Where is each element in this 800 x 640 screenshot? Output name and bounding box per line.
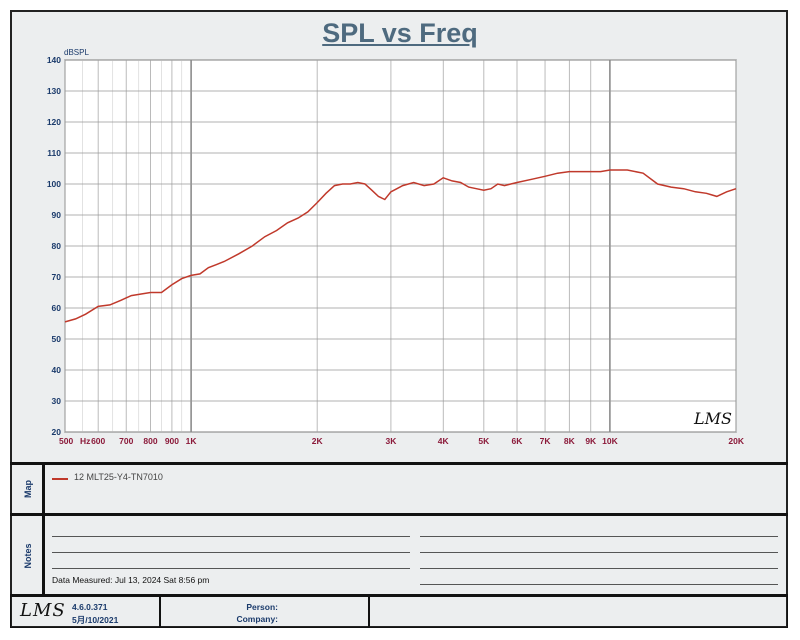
x-tick-labels: 500 600 700 800 900 1K 2K 3K 4K 5K 6K 7K 8K 9K 10K 20K bbox=[59, 436, 745, 446]
x-tick-label: 600 bbox=[91, 436, 105, 446]
x-tick-label: 7K bbox=[540, 436, 552, 446]
chart-title: SPL vs Freq bbox=[322, 18, 478, 48]
spl-chart: 20 30 40 50 60 70 80 90 100 110 120 130 140 500 600 70… bbox=[47, 48, 745, 446]
x-tick-label: 5K bbox=[478, 436, 490, 446]
notes-line bbox=[420, 536, 778, 537]
map-label: Map bbox=[23, 480, 33, 498]
y-tick-labels: 20 30 40 50 60 70 80 90 100 110 120 130 140 bbox=[47, 55, 61, 437]
y-tick-label: 100 bbox=[47, 179, 61, 189]
x-tick-label: 6K bbox=[512, 436, 524, 446]
notes-line bbox=[420, 584, 778, 585]
x-tick-label: 700 bbox=[119, 436, 133, 446]
company-label: Company: bbox=[236, 614, 278, 624]
y-tick-label: 140 bbox=[47, 55, 61, 65]
x-tick-label: 20K bbox=[728, 436, 744, 446]
notes-line bbox=[52, 568, 410, 569]
lms-watermark: LMS bbox=[693, 409, 732, 428]
y-tick-label: 90 bbox=[52, 210, 62, 220]
person-label: Person: bbox=[246, 602, 278, 612]
x-tick-label: 3K bbox=[385, 436, 397, 446]
spl-curve bbox=[64, 169, 737, 323]
footer-logo-cell bbox=[10, 596, 160, 628]
y-axis-label: dBSPL bbox=[64, 48, 89, 57]
data-measured: Data Measured: Jul 13, 2024 Sat 8:56 pm bbox=[52, 575, 210, 585]
divider-footer bbox=[10, 594, 788, 597]
version: 4.6.0.371 bbox=[72, 602, 108, 612]
y-tick-label: 130 bbox=[47, 86, 61, 96]
notes-line bbox=[420, 568, 778, 569]
notes-line bbox=[52, 552, 410, 553]
footer-person-cell bbox=[160, 596, 370, 628]
y-tick-label: 70 bbox=[52, 272, 62, 282]
x-tick-label: 9K bbox=[585, 436, 597, 446]
y-tick-label: 80 bbox=[52, 241, 62, 251]
divider-map bbox=[10, 462, 788, 465]
y-tick-label: 30 bbox=[52, 396, 62, 406]
legend-entry: 12 MLT25-Y4-TN7010 bbox=[74, 472, 163, 482]
x-tick-label: 1K bbox=[186, 436, 198, 446]
legend-swatch bbox=[52, 478, 68, 480]
notes-line bbox=[420, 552, 778, 553]
x-tick-label: 500 bbox=[59, 436, 73, 446]
x-tick-label: 10K bbox=[602, 436, 618, 446]
x-tick-label: 900 bbox=[165, 436, 179, 446]
notes-label: Notes bbox=[23, 543, 33, 569]
footer-blank-cell bbox=[368, 596, 788, 628]
y-tick-label: 110 bbox=[47, 148, 61, 158]
divider-notes bbox=[10, 513, 788, 516]
lms-logo: LMS bbox=[20, 600, 66, 621]
x-tick-label: 800 bbox=[143, 436, 157, 446]
version-date: 5月/10/2021 bbox=[72, 615, 119, 625]
y-tick-label: 50 bbox=[52, 334, 62, 344]
y-tick-label: 20 bbox=[52, 427, 62, 437]
notes-line bbox=[52, 536, 410, 537]
y-tick-label: 40 bbox=[52, 365, 62, 375]
hz-label: Hz bbox=[80, 436, 90, 446]
y-tick-label: 60 bbox=[52, 303, 62, 313]
y-tick-label: 120 bbox=[47, 117, 61, 127]
x-tick-label: 8K bbox=[564, 436, 576, 446]
x-tick-label: 4K bbox=[438, 436, 450, 446]
side-column-divider bbox=[42, 462, 45, 596]
x-tick-label: 2K bbox=[312, 436, 324, 446]
chart-grid bbox=[64, 59, 737, 433]
